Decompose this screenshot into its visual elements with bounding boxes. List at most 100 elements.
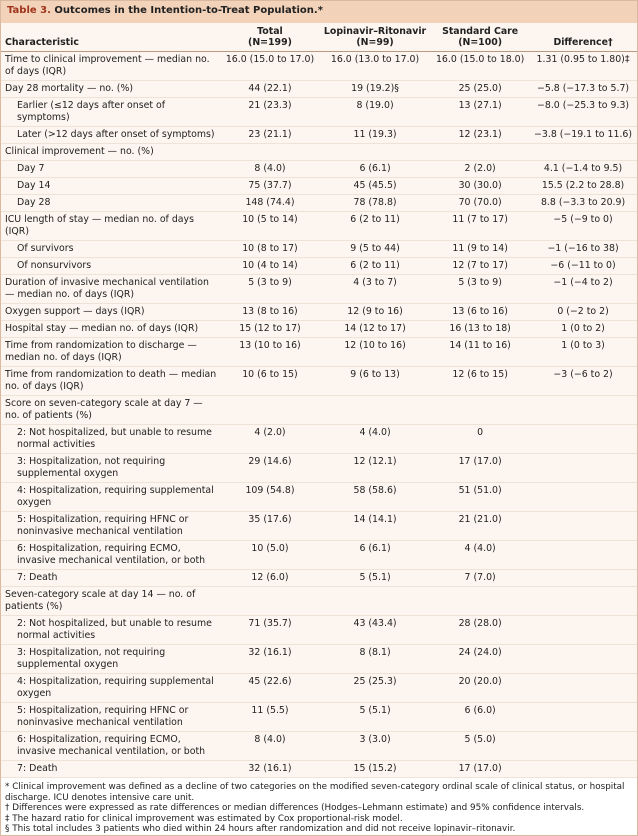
cell-diff: 15.5 (2.2 to 28.8) xyxy=(529,177,637,195)
cell-total: 10 (5 to 14) xyxy=(221,211,319,241)
table-row: 5: Hospitalization, requiring HFNC or no… xyxy=(1,511,637,541)
column-n: (N=99) xyxy=(356,37,394,48)
cell-diff: −5.8 (−17.3 to 5.7) xyxy=(529,80,637,98)
footnote: † Differences were expressed as rate dif… xyxy=(5,803,585,814)
cell-total: 35 (17.6) xyxy=(221,511,319,541)
table-row: 4: Hospitalization, requiring supplement… xyxy=(1,673,637,703)
cell-empty xyxy=(318,395,432,425)
cell-lr: 12 (9 to 16) xyxy=(318,303,432,321)
cell-empty xyxy=(529,540,637,570)
cell-sc: 2 (2.0) xyxy=(431,160,530,178)
column-name: Standard Care xyxy=(442,26,519,37)
table-row: 3: Hospitalization, not requiring supple… xyxy=(1,453,637,483)
table-row: Hospital stay — median no. of days (IQR)… xyxy=(1,320,637,338)
cell-sc: 14 (11 to 16) xyxy=(431,337,530,367)
cell-diff: 4.1 (−1.4 to 9.5) xyxy=(529,160,637,178)
row-label: 3: Hospitalization, not requiring supple… xyxy=(1,644,221,674)
cell-total: 109 (54.8) xyxy=(221,482,319,512)
cell-empty xyxy=(529,615,637,645)
table-row: Of nonsurvivors 10 (4 to 14) 6 (2 to 11) 12… xyxy=(1,257,637,275)
cell-total: 5 (3 to 9) xyxy=(221,274,319,304)
cell-empty xyxy=(529,424,637,454)
row-label: 5: Hospitalization, requiring HFNC or no… xyxy=(1,702,221,732)
cell-lr: 25 (25.3) xyxy=(318,673,432,703)
cell-sc: 4 (4.0) xyxy=(431,540,530,570)
cell-sc: 30 (30.0) xyxy=(431,177,530,195)
column-name: Difference† xyxy=(553,37,613,48)
cell-empty xyxy=(431,395,530,425)
cell-lr: 58 (58.6) xyxy=(318,482,432,512)
cell-lr: 16.0 (13.0 to 17.0) xyxy=(318,51,432,81)
cell-total: 10 (5.0) xyxy=(221,540,319,570)
row-label: Duration of invasive mechanical ventilat… xyxy=(1,274,221,304)
table-row: Day 14 75 (37.7) 45 (45.5) 30 (30.0) 15.5 (2… xyxy=(1,177,637,195)
cell-total: 8 (4.0) xyxy=(221,160,319,178)
cell-total: 11 (5.5) xyxy=(221,702,319,732)
column-name: Characteristic xyxy=(5,37,79,48)
cell-empty xyxy=(529,586,637,616)
table-row: Duration of invasive mechanical ventilat… xyxy=(1,274,637,304)
cell-total: 13 (10 to 16) xyxy=(221,337,319,367)
cell-sc: 51 (51.0) xyxy=(431,482,530,512)
table-row: 2: Not hospitalized, but unable to resum… xyxy=(1,615,637,645)
cell-total: 23 (21.1) xyxy=(221,126,319,144)
cell-sc: 13 (6 to 16) xyxy=(431,303,530,321)
row-label: Day 7 xyxy=(1,160,221,178)
cell-lr: 12 (12.1) xyxy=(318,453,432,483)
header-row: Characteristic Total (N=199) Lopinavir–Rito… xyxy=(1,23,637,52)
table-body: Time to clinical improvement — median no… xyxy=(1,51,637,778)
cell-empty xyxy=(529,143,637,161)
cell-diff: 1.31 (0.95 to 1.80)‡ xyxy=(529,51,637,81)
cell-sc: 5 (5.0) xyxy=(431,731,530,761)
cell-diff: −1 (−16 to 38) xyxy=(529,240,637,258)
cell-sc: 13 (27.1) xyxy=(431,97,530,127)
row-label: 4: Hospitalization, requiring supplement… xyxy=(1,673,221,703)
table-row: Of survivors 10 (8 to 17) 9 (5 to 44) 11 (9… xyxy=(1,240,637,258)
row-label: Day 14 xyxy=(1,177,221,195)
row-label: Clinical improvement — no. (%) xyxy=(1,143,221,161)
cell-sc: 70 (70.0) xyxy=(431,194,530,212)
row-label: 7: Death xyxy=(1,569,221,587)
table-row: Clinical improvement — no. (%) xyxy=(1,143,637,161)
cell-diff: 8.8 (−3.3 to 20.9) xyxy=(529,194,637,212)
cell-lr: 14 (14.1) xyxy=(318,511,432,541)
table-row: 2: Not hospitalized, but unable to resum… xyxy=(1,424,637,454)
cell-total: 10 (4 to 14) xyxy=(221,257,319,275)
cell-empty xyxy=(221,395,319,425)
cell-empty xyxy=(529,511,637,541)
cell-sc: 16 (13 to 18) xyxy=(431,320,530,338)
cell-total: 75 (37.7) xyxy=(221,177,319,195)
cell-sc: 28 (28.0) xyxy=(431,615,530,645)
column-n: (N=199) xyxy=(248,37,292,48)
cell-lr: 11 (19.3) xyxy=(318,126,432,144)
cell-diff: −3.8 (−19.1 to 11.6) xyxy=(529,126,637,144)
cell-lr: 6 (6.1) xyxy=(318,160,432,178)
cell-sc: 17 (17.0) xyxy=(431,453,530,483)
column-header: Standard Care (N=100) xyxy=(431,23,530,52)
cell-sc: 11 (7 to 17) xyxy=(431,211,530,241)
column-name: Lopinavir–Ritonavir xyxy=(323,26,427,37)
column-header: Characteristic xyxy=(1,23,221,52)
footnote: ‡ The hazard ratio for clinical improvem… xyxy=(5,813,403,824)
cell-empty xyxy=(221,143,319,161)
cell-lr: 4 (4.0) xyxy=(318,424,432,454)
row-label: Of nonsurvivors xyxy=(1,257,221,275)
table-row: Later (>12 days after onset of symptoms)… xyxy=(1,126,637,144)
table-row: 6: Hospitalization, requiring ECMO, inva… xyxy=(1,731,637,761)
cell-sc: 17 (17.0) xyxy=(431,760,530,778)
cell-lr: 43 (43.4) xyxy=(318,615,432,645)
row-label: 5: Hospitalization, requiring HFNC or no… xyxy=(1,511,221,541)
cell-sc: 12 (7 to 17) xyxy=(431,257,530,275)
table-heading: Outcomes in the Intention-to-Treat Popul… xyxy=(54,5,323,16)
footnote: * Clinical improvement was defined as a … xyxy=(5,782,625,803)
cell-total: 29 (14.6) xyxy=(221,453,319,483)
row-label: Seven-category scale at day 14 — no. of … xyxy=(1,586,221,616)
cell-sc: 11 (9 to 14) xyxy=(431,240,530,258)
cell-empty xyxy=(431,586,530,616)
table-row: 5: Hospitalization, requiring HFNC or no… xyxy=(1,702,637,732)
row-label: Time from randomization to discharge — m… xyxy=(1,337,221,367)
cell-sc: 0 xyxy=(431,424,530,454)
cell-lr: 6 (2 to 11) xyxy=(318,257,432,275)
column-n: (N=100) xyxy=(458,37,503,48)
